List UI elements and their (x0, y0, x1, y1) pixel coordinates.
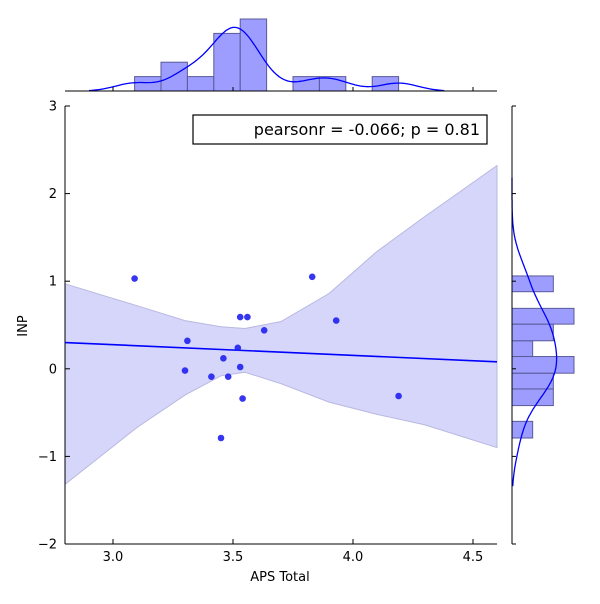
x-hist-bar (186, 76, 215, 92)
scatter-point (234, 344, 242, 352)
y-hist-bar (511, 340, 534, 358)
y-tick-label: 3 (49, 100, 57, 115)
scatter-point (395, 392, 402, 400)
y-kde-curve (511, 177, 558, 487)
x-tick-label: 3.5 (223, 550, 244, 565)
y-axis-label: INP (16, 315, 31, 337)
stats-annotation-box (192, 114, 488, 145)
x-hist-bar (134, 76, 162, 92)
confidence-band (64, 164, 498, 486)
scatter-point (220, 355, 227, 362)
scatter-point (236, 363, 244, 371)
x-axis-label: APS Total (250, 570, 309, 585)
regression-line (64, 341, 498, 363)
y-hist-bar (511, 388, 554, 407)
scatter-point (208, 373, 215, 381)
main-scatter-axes: 3.0 3.5 4.0 4.5 −2 −1 0 1 2 3 (38, 100, 498, 565)
stats-annotation: pearsonr = -0.066; p = 0.81 (254, 120, 480, 139)
x-tick-label: 4.0 (343, 550, 364, 565)
y-tick-label: −1 (38, 450, 57, 465)
y-tick-label: 0 (49, 362, 57, 377)
y-hist-bar (511, 372, 554, 390)
x-kde-curve (88, 26, 445, 92)
scatter-point (308, 273, 316, 281)
x-hist-bar (160, 61, 188, 92)
scatter-point (217, 434, 225, 442)
y-tick-label: 2 (49, 187, 57, 202)
scatter-point (260, 327, 268, 334)
x-hist-bar (213, 32, 241, 92)
scatter-point (184, 337, 191, 345)
scatter-point (224, 373, 232, 381)
scatter-point (236, 313, 244, 321)
x-tick-label: 3.0 (103, 550, 124, 565)
scatter-point (239, 395, 246, 402)
x-hist-bar (239, 18, 268, 92)
x-tick-label: 4.5 (463, 550, 484, 565)
scatter-point (244, 313, 251, 321)
scatter-point (332, 317, 340, 324)
scatter-point (131, 275, 138, 282)
y-tick-label: 1 (49, 275, 57, 290)
y-hist-bar (511, 356, 575, 374)
y-hist-bar (511, 323, 554, 342)
y-marginal-histogram (511, 105, 575, 545)
scatter-point (181, 367, 189, 374)
x-marginal-histogram (65, 18, 497, 92)
y-tick-label: −2 (38, 538, 57, 553)
